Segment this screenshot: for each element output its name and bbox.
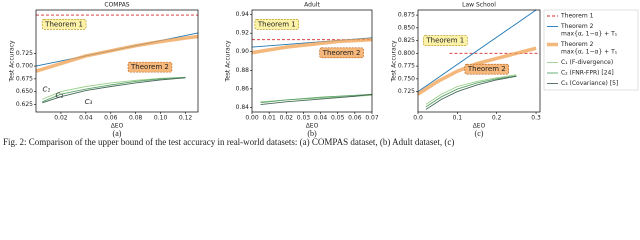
x-tick-label: 0.12 [179,115,193,122]
annotation: Theorem 2 [130,63,169,71]
legend-label: Theorem 2 [560,23,594,30]
x-tick-label: 0.2 [492,115,502,122]
curve-label: C₁ [42,86,50,94]
x-tick-label: 0.06 [104,115,118,122]
legend-label: max{α, 1−α} + T₁ [561,31,618,38]
annotation: Theorem 1 [425,37,464,45]
y-tick-label: 0.750 [398,75,415,82]
y-tick-label: 0.90 [236,48,250,55]
y-tick-label: 0.675 [16,75,33,82]
annotation: Theorem 2 [322,49,361,57]
series-line [35,34,199,73]
y-tick-label: 0.850 [398,24,415,31]
series-line [417,9,537,92]
y-tick-label: 0.700 [16,63,33,70]
legend-box [543,9,639,91]
x-tick-label: 0.3 [531,115,541,122]
series-line [42,77,186,104]
caption: Fig. 2: Comparison of the upper bound of… [3,137,454,147]
y-tick-label: 0.725 [398,88,415,95]
x-tick-label: 0.02 [280,115,294,122]
legend-label: C₂ (FNR-FPR) [24] [561,70,614,77]
x-axis-label: ΔEO [473,123,486,130]
annotation-box [423,35,468,46]
panel-label: (c) [475,129,484,138]
x-tick-label: 0.06 [348,115,362,122]
y-tick-label: 0.825 [398,37,415,44]
series-line [425,75,517,108]
y-tick-label: 0.650 [16,88,33,95]
series-line [42,76,186,100]
x-axis-label: ΔEO [306,123,319,130]
series-line [260,93,373,104]
x-tick-label: 0.04 [314,115,328,122]
figure: Fig. 2: Comparison of the upper bound of… [3,2,639,147]
plot-frame [251,9,373,113]
x-axis-label: ΔEO [111,123,124,130]
series-line [417,46,537,96]
plot-frame [35,9,199,113]
chart-title: Adult [304,2,320,9]
x-tick-label: 0.01 [262,115,276,122]
curve-label: C₃ [85,98,93,106]
series-line [425,75,517,110]
plot-frame [417,9,541,113]
y-axis-label: Test Accuracy [391,40,398,83]
series-line [425,74,517,105]
chart-title: Law School [462,2,496,9]
legend-label: C₃ (Covariance) [5] [561,80,618,87]
series-line [42,76,186,103]
x-tick-label: 0.02 [54,115,68,122]
annotation-box [127,61,173,73]
y-axis-label: Test Accuracy [225,40,232,83]
legend-label: C₁ (F-divergence) [561,59,613,66]
x-tick-label: 0.08 [129,115,143,122]
legend-label: Theorem 2 [560,41,594,48]
x-tick-label: 0.03 [297,115,311,122]
y-tick-label: 0.84 [236,104,250,111]
x-tick-label: 0.10 [154,115,168,122]
curve-label: C₂ [55,92,63,100]
x-tick-label: 0.05 [331,115,345,122]
series-line [251,37,373,55]
x-tick-label: 0.1 [453,115,463,122]
page: Fig. 2: Comparison of the upper bound of… [3,1,639,148]
annotation: Theorem 2 [467,65,506,73]
annotation: Theorem 1 [44,20,83,28]
y-tick-label: 0.875 [398,12,415,19]
y-tick-label: 0.88 [236,67,250,74]
y-tick-label: 0.86 [236,85,250,92]
annotation-box [319,47,364,59]
panel-label: (b) [307,129,317,138]
series-line [260,93,373,106]
annotation-box [41,18,87,30]
y-tick-label: 0.92 [236,30,250,37]
y-tick-label: 0.94 [236,11,250,18]
legend-label: max{α, 1−α} + T₁ [561,49,618,56]
x-tick-label: 0.07 [365,115,379,122]
y-tick-label: 0.625 [16,101,33,108]
x-tick-label: 0.00 [245,115,259,122]
chart-title: COMPAS [104,2,129,9]
panel-label: (a) [113,129,122,138]
annotation-box [464,63,510,75]
y-tick-label: 0.800 [398,50,415,57]
legend-label: Theorem 1 [560,13,594,20]
x-tick-label: 0.0 [413,115,423,122]
x-tick-label: 0.04 [79,115,93,122]
annotation-box [254,18,300,30]
y-axis-label: Test Accuracy [9,40,16,83]
y-tick-label: 0.725 [16,50,33,57]
y-tick-label: 0.775 [398,63,415,70]
annotation: Theorem 1 [257,20,296,28]
